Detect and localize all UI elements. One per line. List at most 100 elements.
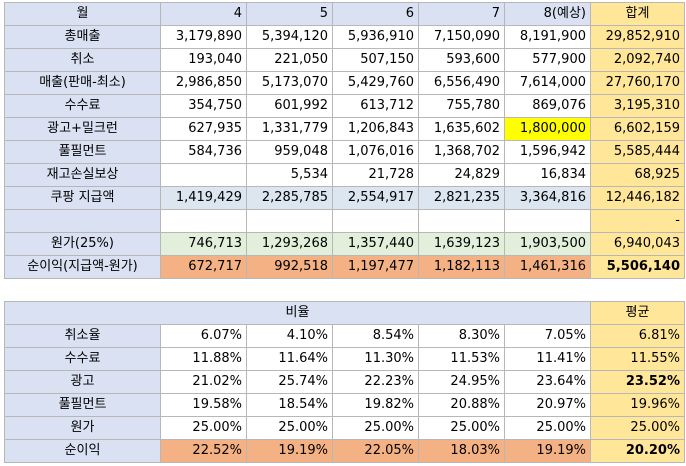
value-cell[interactable]: 354,750 bbox=[160, 94, 247, 118]
value-cell[interactable]: 24.95% bbox=[418, 370, 505, 394]
row-label[interactable]: 취소율 bbox=[4, 324, 161, 348]
value-cell[interactable]: 5,936,910 bbox=[332, 25, 419, 49]
value-cell[interactable]: 2,821,235 bbox=[418, 186, 505, 210]
row-label[interactable]: 매출(판매-최소) bbox=[4, 71, 161, 95]
value-cell[interactable]: 1,639,123 bbox=[418, 232, 505, 256]
average-cell[interactable]: 19.96% bbox=[590, 393, 685, 417]
value-cell[interactable]: 869,076 bbox=[504, 94, 591, 118]
value-cell[interactable]: 507,150 bbox=[332, 48, 419, 72]
total-cell[interactable]: 5,585,444 bbox=[590, 140, 685, 164]
value-cell[interactable]: 19.82% bbox=[332, 393, 419, 417]
value-cell[interactable]: 2,554,917 bbox=[332, 186, 419, 210]
average-cell[interactable]: 11.55% bbox=[590, 347, 685, 371]
value-cell[interactable]: 19.58% bbox=[160, 393, 247, 417]
value-cell[interactable]: 5,173,070 bbox=[246, 71, 333, 95]
header-cell-month[interactable]: 월 bbox=[4, 2, 161, 26]
value-cell[interactable]: 23.64% bbox=[504, 370, 591, 394]
row-label[interactable] bbox=[4, 209, 161, 233]
value-cell[interactable]: 7.05% bbox=[504, 324, 591, 348]
value-cell[interactable]: 25.00% bbox=[418, 416, 505, 440]
value-cell[interactable]: 7,614,000 bbox=[504, 71, 591, 95]
value-cell[interactable]: 6,556,490 bbox=[418, 71, 505, 95]
header-cell-month-3[interactable]: 7 bbox=[418, 2, 505, 26]
total-cell[interactable]: 3,195,310 bbox=[590, 94, 685, 118]
value-cell[interactable] bbox=[332, 209, 419, 233]
value-cell[interactable]: 1,635,602 bbox=[418, 117, 505, 141]
value-cell[interactable]: 593,600 bbox=[418, 48, 505, 72]
value-cell[interactable]: 22.23% bbox=[332, 370, 419, 394]
total-cell[interactable]: 27,760,170 bbox=[590, 71, 685, 95]
value-cell[interactable]: 1,293,268 bbox=[246, 232, 333, 256]
value-cell[interactable]: 24,829 bbox=[418, 163, 505, 187]
total-cell[interactable]: 6,940,043 bbox=[590, 232, 685, 256]
value-cell[interactable]: 7,150,090 bbox=[418, 25, 505, 49]
value-cell[interactable]: 221,050 bbox=[246, 48, 333, 72]
value-cell[interactable]: 613,712 bbox=[332, 94, 419, 118]
value-cell[interactable]: 992,518 bbox=[246, 255, 333, 279]
value-cell[interactable]: 11.64% bbox=[246, 347, 333, 371]
header-cell-ratio[interactable]: 비율 bbox=[4, 301, 591, 325]
row-label[interactable]: 원가(25%) bbox=[4, 232, 161, 256]
value-cell[interactable]: 25.00% bbox=[160, 416, 247, 440]
total-cell[interactable]: 5,506,140 bbox=[590, 255, 685, 279]
value-cell[interactable]: 18.54% bbox=[246, 393, 333, 417]
value-cell[interactable]: 20.97% bbox=[504, 393, 591, 417]
value-cell[interactable]: 11.53% bbox=[418, 347, 505, 371]
value-cell[interactable]: 1,368,702 bbox=[418, 140, 505, 164]
value-cell[interactable]: 5,394,120 bbox=[246, 25, 333, 49]
row-label[interactable]: 수수료 bbox=[4, 347, 161, 371]
value-cell[interactable] bbox=[246, 209, 333, 233]
value-cell[interactable]: 21,728 bbox=[332, 163, 419, 187]
value-cell[interactable]: 8,191,900 bbox=[504, 25, 591, 49]
value-cell[interactable] bbox=[418, 209, 505, 233]
header-cell-total[interactable]: 합계 bbox=[590, 2, 685, 26]
value-cell[interactable]: 2,986,850 bbox=[160, 71, 247, 95]
row-label[interactable]: 총매출 bbox=[4, 25, 161, 49]
value-cell[interactable] bbox=[504, 209, 591, 233]
value-cell[interactable]: 1,419,429 bbox=[160, 186, 247, 210]
value-cell[interactable]: 11.88% bbox=[160, 347, 247, 371]
value-cell[interactable]: 627,935 bbox=[160, 117, 247, 141]
value-cell[interactable]: 1,596,942 bbox=[504, 140, 591, 164]
value-cell[interactable]: 1,076,016 bbox=[332, 140, 419, 164]
value-cell[interactable]: 5,534 bbox=[246, 163, 333, 187]
value-cell[interactable]: 601,992 bbox=[246, 94, 333, 118]
value-cell[interactable]: 959,048 bbox=[246, 140, 333, 164]
row-label[interactable]: 취소 bbox=[4, 48, 161, 72]
value-cell[interactable]: 25.74% bbox=[246, 370, 333, 394]
value-cell[interactable]: 19.19% bbox=[504, 439, 591, 463]
row-label[interactable]: 광고+밀크런 bbox=[4, 117, 161, 141]
average-cell[interactable]: 6.81% bbox=[590, 324, 685, 348]
value-cell[interactable]: 11.41% bbox=[504, 347, 591, 371]
total-cell[interactable]: 12,446,182 bbox=[590, 186, 685, 210]
value-cell[interactable]: 25.00% bbox=[246, 416, 333, 440]
value-cell[interactable]: 672,717 bbox=[160, 255, 247, 279]
row-label[interactable]: 광고 bbox=[4, 370, 161, 394]
value-cell[interactable]: 2,285,785 bbox=[246, 186, 333, 210]
total-cell[interactable]: 29,852,910 bbox=[590, 25, 685, 49]
value-cell[interactable]: 755,780 bbox=[418, 94, 505, 118]
value-cell[interactable]: 1,206,843 bbox=[332, 117, 419, 141]
header-cell-average[interactable]: 평균 bbox=[590, 301, 685, 325]
value-cell[interactable] bbox=[160, 163, 247, 187]
value-cell[interactable]: 8.54% bbox=[332, 324, 419, 348]
value-cell[interactable]: 20.88% bbox=[418, 393, 505, 417]
header-cell-month-4[interactable]: 8(예상) bbox=[504, 2, 591, 26]
value-cell[interactable]: 577,900 bbox=[504, 48, 591, 72]
value-cell[interactable]: 1,800,000 bbox=[504, 117, 591, 141]
value-cell[interactable]: 1,357,440 bbox=[332, 232, 419, 256]
value-cell[interactable]: 4.10% bbox=[246, 324, 333, 348]
value-cell[interactable]: 1,903,500 bbox=[504, 232, 591, 256]
row-label[interactable]: 재고손실보상 bbox=[4, 163, 161, 187]
value-cell[interactable]: 21.02% bbox=[160, 370, 247, 394]
header-cell-month-2[interactable]: 6 bbox=[332, 2, 419, 26]
value-cell[interactable]: 25.00% bbox=[504, 416, 591, 440]
value-cell[interactable]: 18.03% bbox=[418, 439, 505, 463]
total-cell[interactable]: 6,602,159 bbox=[590, 117, 685, 141]
header-cell-month-1[interactable]: 5 bbox=[246, 2, 333, 26]
value-cell[interactable]: 22.05% bbox=[332, 439, 419, 463]
value-cell[interactable]: 19.19% bbox=[246, 439, 333, 463]
total-cell[interactable]: 2,092,740 bbox=[590, 48, 685, 72]
value-cell[interactable]: 5,429,760 bbox=[332, 71, 419, 95]
total-cell[interactable]: 68,925 bbox=[590, 163, 685, 187]
